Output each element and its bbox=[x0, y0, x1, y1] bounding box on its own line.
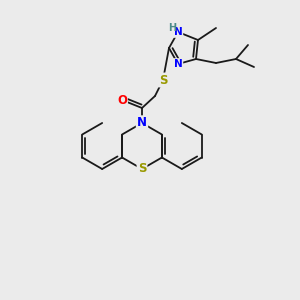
Text: S: S bbox=[159, 74, 167, 86]
Text: O: O bbox=[117, 94, 127, 106]
Text: S: S bbox=[138, 163, 146, 176]
Text: H: H bbox=[168, 23, 176, 33]
Text: N: N bbox=[174, 27, 182, 37]
Text: N: N bbox=[174, 59, 182, 69]
Text: N: N bbox=[137, 116, 147, 130]
